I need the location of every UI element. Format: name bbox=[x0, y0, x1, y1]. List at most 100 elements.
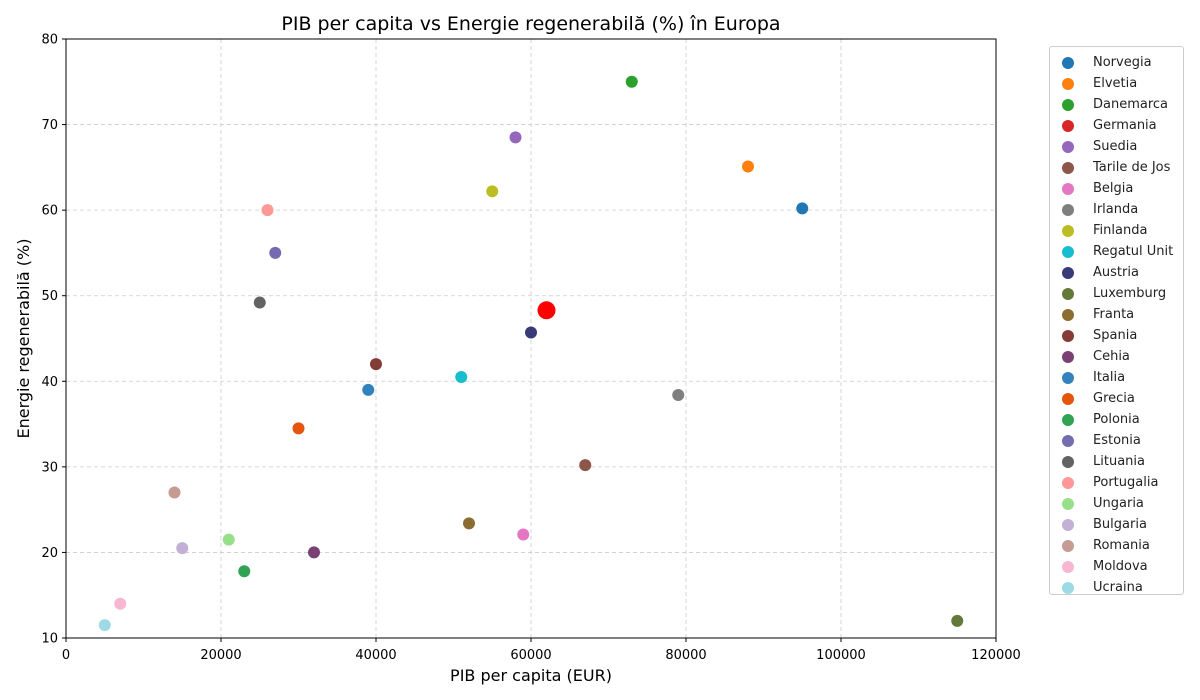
legend-marker bbox=[1062, 434, 1074, 447]
x-tick-label: 40000 bbox=[355, 648, 396, 663]
legend-item: Bulgaria bbox=[1062, 514, 1147, 535]
legend-marker bbox=[1062, 56, 1074, 69]
legend-item: Estonia bbox=[1062, 430, 1141, 451]
legend-marker bbox=[1062, 182, 1074, 195]
data-points bbox=[98, 75, 964, 632]
legend-label: Irlanda bbox=[1093, 202, 1139, 217]
data-point-regatul-unit bbox=[455, 371, 468, 384]
legend-marker bbox=[1062, 455, 1074, 468]
data-point-luxemburg bbox=[951, 614, 964, 627]
data-point-spania bbox=[370, 358, 382, 371]
legend-label: Polonia bbox=[1093, 412, 1140, 427]
legend-marker bbox=[1062, 329, 1074, 342]
legend-marker bbox=[1062, 98, 1074, 111]
data-point-austria bbox=[525, 326, 537, 339]
legend-marker bbox=[1062, 497, 1074, 510]
legend-item: Norvegia bbox=[1062, 52, 1152, 73]
legend-item: Grecia bbox=[1062, 388, 1135, 409]
data-point-bulgaria bbox=[176, 542, 189, 555]
y-tick-label: 50 bbox=[41, 289, 58, 304]
legend-label: Estonia bbox=[1093, 433, 1141, 448]
legend-label: Italia bbox=[1093, 370, 1126, 385]
legend-label: Norvegia bbox=[1093, 55, 1152, 70]
legend-marker bbox=[1062, 140, 1074, 153]
legend-label: Spania bbox=[1093, 328, 1138, 343]
legend-item: Ucraina bbox=[1062, 577, 1143, 598]
legend-item: Regatul Unit bbox=[1062, 241, 1173, 262]
legend-marker bbox=[1062, 77, 1074, 90]
legend-marker bbox=[1062, 203, 1074, 216]
legend-item: Italia bbox=[1062, 367, 1125, 388]
data-point-belgia bbox=[517, 528, 530, 541]
legend-item: Spania bbox=[1062, 325, 1137, 346]
legend-marker bbox=[1062, 308, 1074, 321]
y-tick-label: 70 bbox=[41, 118, 58, 133]
legend-marker bbox=[1062, 539, 1074, 552]
data-point-elvetia bbox=[742, 160, 754, 173]
legend-label: Romania bbox=[1093, 538, 1150, 553]
legend-label: Cehia bbox=[1093, 349, 1130, 364]
data-point-polonia bbox=[238, 565, 251, 578]
x-tick-label: 0 bbox=[62, 648, 70, 663]
legend-label: Moldova bbox=[1093, 559, 1148, 574]
legend-item: Polonia bbox=[1062, 409, 1140, 430]
legend-item: Finlanda bbox=[1062, 220, 1147, 241]
legend-marker bbox=[1062, 560, 1074, 573]
legend-item: Luxemburg bbox=[1062, 283, 1166, 304]
y-tick-label: 40 bbox=[41, 375, 58, 390]
legend-label: Regatul Unit bbox=[1093, 244, 1174, 259]
data-point-lituania bbox=[253, 296, 266, 309]
x-tick-label: 60000 bbox=[510, 648, 551, 663]
data-point-grecia bbox=[292, 422, 305, 435]
legend-marker bbox=[1062, 581, 1074, 594]
x-tick-label: 100000 bbox=[816, 648, 866, 663]
legend-label: Ucraina bbox=[1093, 580, 1143, 595]
legend-marker bbox=[1062, 287, 1074, 300]
legend-marker bbox=[1062, 518, 1074, 531]
data-point-romania bbox=[168, 486, 181, 499]
axis-ticks: 0 20000 40000 60000 80000 100000 120000 10 20 30 4… bbox=[41, 33, 1020, 664]
chart-title: PIB per capita vs Energie regenerabilă (… bbox=[281, 13, 780, 35]
legend-marker bbox=[1062, 371, 1074, 384]
legend-label: Germania bbox=[1093, 118, 1157, 133]
legend-item: Moldova bbox=[1062, 556, 1148, 577]
x-tick-label: 120000 bbox=[971, 648, 1021, 663]
legend-label: Tarile de Jos bbox=[1093, 160, 1171, 175]
legend-item: Portugalia bbox=[1062, 472, 1158, 493]
y-tick-label: 20 bbox=[41, 546, 58, 561]
legend-item: Cehia bbox=[1062, 346, 1130, 367]
legend-item: Elvetia bbox=[1062, 73, 1137, 94]
data-point-irlanda bbox=[672, 388, 685, 401]
legend-marker bbox=[1062, 119, 1074, 132]
legend-label: Austria bbox=[1093, 265, 1139, 280]
legend-label: Luxemburg bbox=[1093, 286, 1167, 301]
legend-marker bbox=[1062, 476, 1074, 489]
y-tick-label: 80 bbox=[41, 33, 58, 48]
x-tick-label: 80000 bbox=[665, 648, 706, 663]
legend-label: Ungaria bbox=[1093, 496, 1144, 511]
legend-label: Elvetia bbox=[1093, 76, 1138, 91]
y-tick-label: 60 bbox=[41, 204, 58, 219]
highlighted-point bbox=[537, 301, 556, 320]
data-point-danemarca bbox=[625, 75, 638, 88]
legend-marker bbox=[1062, 413, 1074, 426]
legend-label: Portugalia bbox=[1093, 475, 1159, 490]
y-tick-label: 10 bbox=[41, 632, 58, 647]
legend-marker bbox=[1062, 392, 1074, 405]
data-point-ungaria bbox=[222, 533, 235, 546]
legend-item: Suedia bbox=[1062, 136, 1137, 157]
x-axis-label: PIB per capita (EUR) bbox=[450, 666, 612, 685]
legend-label: Finlanda bbox=[1093, 223, 1148, 238]
legend-item: Danemarca bbox=[1062, 94, 1168, 115]
legend-marker bbox=[1062, 245, 1074, 258]
legend-label: Lituania bbox=[1093, 454, 1145, 469]
x-tick-label: 20000 bbox=[200, 648, 241, 663]
data-point-franta bbox=[463, 517, 475, 530]
legend-label: Franta bbox=[1093, 307, 1135, 322]
data-point-ucraina bbox=[98, 619, 111, 632]
legend-marker bbox=[1062, 161, 1074, 174]
legend-item: Austria bbox=[1062, 262, 1139, 283]
data-point-finlanda bbox=[486, 185, 499, 198]
plot-area-frame bbox=[65, 38, 997, 639]
